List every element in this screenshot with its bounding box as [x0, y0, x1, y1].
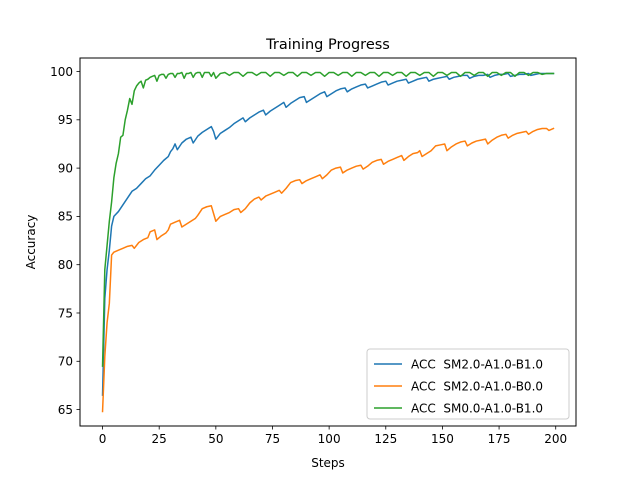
y-tick-label: 80: [58, 258, 73, 272]
x-tick-label: 150: [431, 432, 454, 446]
x-tick-label: 25: [152, 432, 167, 446]
y-axis-label: Accuracy: [24, 215, 38, 270]
series-line-2: [101, 127, 555, 413]
series-line-3: [101, 71, 555, 367]
y-axis-ticks: 65 70 75 80 85 90 95 100: [50, 65, 80, 417]
y-tick-label: 100: [50, 65, 73, 79]
x-tick-label: 50: [208, 432, 223, 446]
y-tick-label: 90: [58, 161, 73, 175]
x-axis-label: Steps: [311, 456, 345, 470]
x-tick-label: 200: [544, 432, 567, 446]
legend-entry-2: ACC SM2.0-A1.0-B0.0: [411, 380, 543, 394]
x-tick-label: 125: [374, 432, 397, 446]
series-line-1: [101, 72, 555, 396]
legend-entry-1: ACC SM2.0-A1.0-B1.0: [411, 358, 543, 372]
legend-entry-3: ACC SM0.0-A1.0-B1.0: [411, 402, 543, 416]
x-tick-label: 100: [318, 432, 341, 446]
y-tick-label: 65: [58, 403, 73, 417]
legend-box: [366, 348, 570, 420]
y-tick-label: 75: [58, 306, 73, 320]
x-tick-label: 175: [488, 432, 511, 446]
plot-lines: [101, 71, 555, 413]
x-tick-label: 0: [99, 432, 107, 446]
x-axis-ticks: 0 25 50 75 100 125 150 175 200: [99, 426, 567, 446]
x-tick-label: 75: [265, 432, 280, 446]
legend: ACC SM2.0-A1.0-B1.0 ACC SM2.0-A1.0-B0.0 AC…: [366, 348, 570, 420]
y-tick-label: 85: [58, 210, 73, 224]
y-tick-label: 70: [58, 355, 73, 369]
axes-frame: [79, 57, 577, 427]
y-tick-label: 95: [58, 113, 73, 127]
chart-title: Training Progress: [265, 37, 390, 53]
